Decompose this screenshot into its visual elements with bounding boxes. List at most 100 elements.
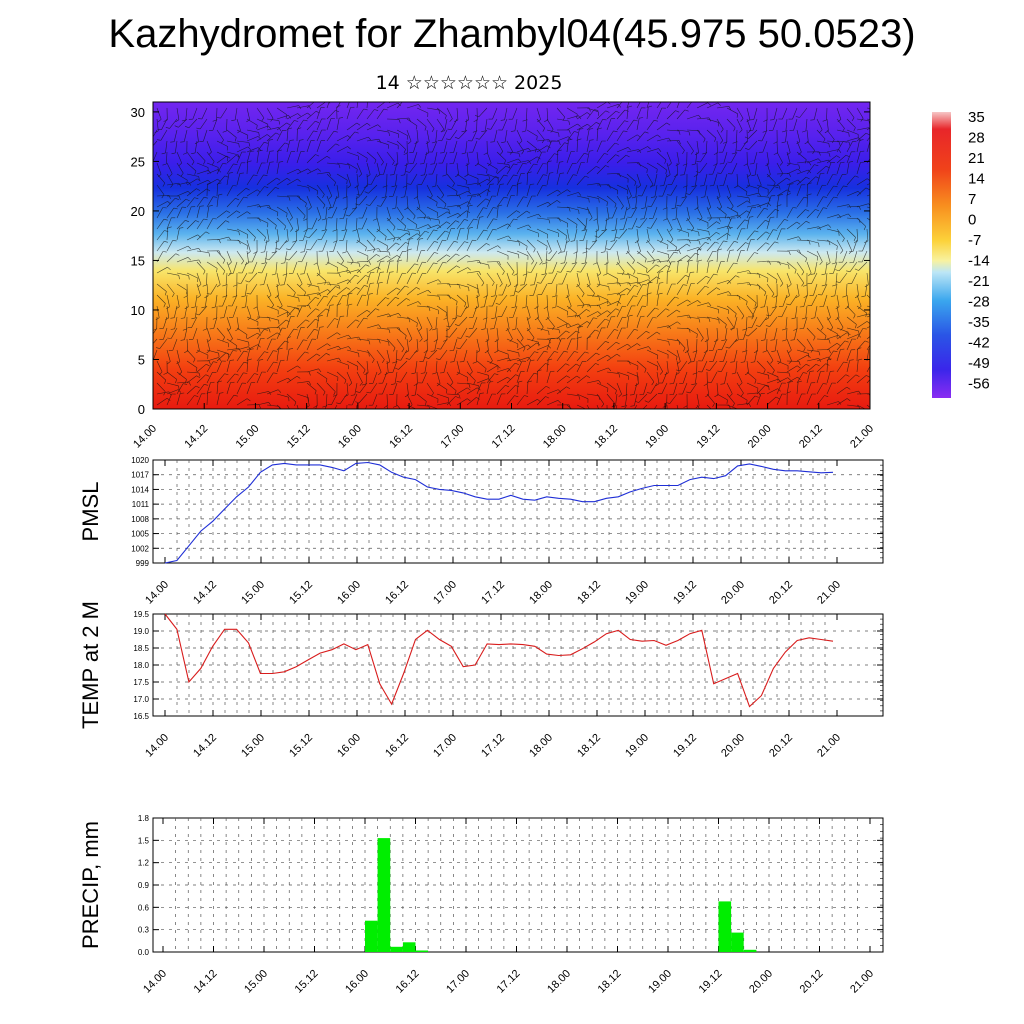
pmsl-xtick-label: 15.12 [287, 579, 315, 607]
precip-ylabel: PRECIP, mm [78, 821, 103, 949]
precip-xtick-label: 20.12 [798, 968, 826, 996]
pmsl-xtick-label: 17.00 [431, 579, 459, 607]
temp-xtick-label: 21.00 [815, 732, 843, 760]
precip-ytick-label: 0.9 [138, 881, 150, 890]
heatmap-ytick-label: 10 [131, 303, 145, 318]
temp-xtick-label: 17.00 [431, 732, 459, 760]
temp-ytick-label: 18.0 [133, 661, 149, 670]
precip-xtick-label: 17.00 [444, 968, 472, 996]
colorbar-label: -42 [968, 335, 990, 352]
precip-xtick-label: 14.00 [141, 968, 169, 996]
pmsl-xtick-label: 21.00 [815, 579, 843, 607]
pmsl-xtick-label: 19.12 [671, 579, 699, 607]
precip-xtick-label: 15.00 [242, 968, 270, 996]
pmsl-ytick-label: 1011 [132, 500, 150, 509]
colorbar-label: -56 [968, 376, 990, 393]
pmsl-ytick-label: 1005 [131, 530, 149, 539]
pmsl-ytick-label: 1008 [131, 515, 149, 524]
precip-ytick-label: 0.3 [138, 926, 150, 935]
precip-ytick-label: 1.5 [138, 836, 150, 845]
heatmap-ytick-label: 30 [131, 105, 145, 120]
pmsl-xtick-label: 19.00 [623, 579, 651, 607]
precip-bar [415, 950, 429, 952]
pmsl-xtick-label: 16.12 [383, 579, 411, 607]
precip-ytick-label: 1.8 [138, 814, 150, 823]
heatmap-xtick-label: 19.00 [643, 423, 671, 451]
heatmap-ytick-label: 0 [138, 402, 145, 417]
temp-xtick-label: 18.00 [527, 732, 555, 760]
precip-xtick-label: 19.00 [646, 968, 674, 996]
page-title: Kazhydromet for Zhambyl04(45.975 50.0523… [108, 12, 916, 56]
heatmap-xtick-label: 15.12 [285, 423, 313, 451]
pmsl-xtick-label: 20.00 [719, 579, 747, 607]
heatmap-xtick-label: 17.12 [490, 423, 518, 451]
heatmap-xtick-label: 20.00 [746, 423, 774, 451]
pmsl-xtick-label: 18.12 [575, 579, 603, 607]
temp-xtick-label: 19.12 [671, 732, 699, 760]
heatmap-xtick-label: 14.12 [182, 423, 210, 451]
heatmap-ytick-label: 15 [131, 253, 145, 268]
precip-xtick-label: 17.12 [495, 968, 523, 996]
colorbar-label: -14 [968, 253, 990, 270]
pmsl-series-line [164, 461, 834, 564]
pmsl-ytick-label: 999 [136, 559, 150, 568]
temp-ytick-label: 18.5 [133, 644, 149, 653]
heatmap-field [153, 102, 870, 409]
colorbar-label: 35 [968, 109, 985, 126]
precip-bar [731, 932, 744, 952]
pmsl-xtick-label: 14.00 [143, 579, 171, 607]
heatmap-xtick-label: 18.12 [592, 423, 620, 451]
temp-xtick-label: 15.00 [239, 732, 267, 760]
heatmap-xtick-label: 16.00 [336, 423, 364, 451]
precip-bar [718, 901, 732, 952]
precip-bar [377, 838, 391, 952]
temp-series-line [164, 613, 834, 708]
colorbar-label: -49 [968, 355, 990, 372]
pmsl-xtick-label: 15.00 [239, 579, 267, 607]
precip-bar [402, 942, 416, 952]
pmsl-ytick-label: 1002 [131, 544, 149, 553]
temp-xtick-label: 20.12 [767, 732, 795, 760]
colorbar-label: 21 [968, 150, 985, 167]
precip-bar [743, 949, 757, 952]
heatmap-xtick-label: 14.00 [131, 423, 159, 451]
heatmap-ytick-label: 25 [131, 154, 145, 169]
pmsl-xtick-label: 17.12 [479, 579, 507, 607]
temp-xtick-label: 15.12 [287, 732, 315, 760]
temp-xtick-label: 17.12 [479, 732, 507, 760]
temp-ytick-label: 16.5 [133, 712, 149, 721]
precip-xtick-label: 20.00 [747, 968, 775, 996]
pmsl-frame [152, 459, 884, 564]
pmsl-xtick-label: 14.12 [191, 579, 219, 607]
colorbar-label: 14 [968, 171, 985, 188]
colorbar-label: 7 [968, 191, 976, 208]
precip-ytick-label: 1.2 [138, 859, 150, 868]
colorbar-label: -35 [968, 314, 990, 331]
precip-xtick-label: 15.12 [293, 968, 321, 996]
pmsl-ytick-label: 1014 [131, 485, 149, 494]
precip-xtick-label: 14.12 [192, 968, 220, 996]
temp-xtick-label: 16.12 [383, 732, 411, 760]
heatmap-xtick-label: 15.00 [234, 423, 262, 451]
temp-ytick-label: 19.0 [133, 627, 149, 636]
precip-xtick-label: 16.00 [343, 968, 371, 996]
heatmap-xtick-label: 17.00 [438, 423, 466, 451]
wind-barbs [153, 102, 870, 409]
temp-xtick-label: 20.00 [719, 732, 747, 760]
precip-xtick-label: 19.12 [697, 968, 725, 996]
colorbar-label: 0 [968, 212, 976, 229]
pmsl-xtick-label: 18.00 [527, 579, 555, 607]
pmsl-ytick-label: 1020 [131, 456, 149, 465]
precip-xtick-label: 18.00 [545, 968, 573, 996]
heatmap-xtick-label: 16.12 [387, 423, 415, 451]
heatmap-ytick-label: 20 [131, 204, 145, 219]
heatmap-xtick-label: 21.00 [848, 423, 876, 451]
temp-ytick-label: 17.0 [133, 695, 149, 704]
precip-bar [390, 946, 403, 952]
precip-xtick-label: 18.12 [596, 968, 624, 996]
colorbar [932, 112, 951, 398]
temp-xtick-label: 18.12 [575, 732, 603, 760]
heatmap-xtick-label: 19.12 [695, 423, 723, 451]
temp-ylabel: TEMP at 2 M [78, 601, 103, 729]
